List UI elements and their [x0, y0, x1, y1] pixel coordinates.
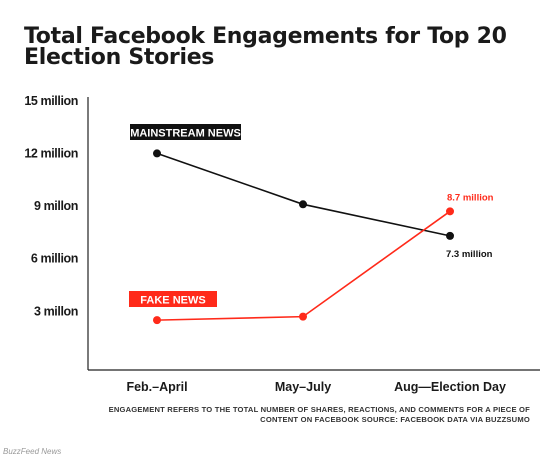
fake-news-point: [153, 316, 161, 325]
fake-end-label: 8.7 million: [447, 192, 494, 203]
mainstream-end-label: 7.3 million: [446, 249, 493, 260]
x-tick-label: May–July: [275, 380, 331, 394]
chart-title: Total Facebook Engagements for Top 20 El…: [24, 24, 507, 70]
x-axis-ticks: Feb.–April May–July Aug—Election Day: [126, 380, 506, 394]
y-tick-label: 15 million: [24, 94, 78, 108]
y-tick-label: 6 million: [31, 252, 78, 266]
y-tick-label: 9 millon: [34, 199, 78, 213]
mainstream-news-point: [299, 200, 307, 209]
mainstream-news-point: [153, 149, 161, 158]
axes: [87, 97, 540, 371]
series-points: [153, 149, 454, 325]
y-tick-label: 12 million: [24, 146, 78, 160]
x-tick-label: Feb.–April: [126, 380, 187, 394]
fake-news-point: [299, 312, 307, 321]
y-tick-label: 3 millon: [34, 304, 78, 318]
fake-news-tag: FAKE NEWS: [140, 295, 205, 307]
mainstream-news-point: [446, 231, 454, 240]
mainstream-news-line: [156, 152, 451, 237]
footnote: ENGAGEMENT REFERS TO THE TOTAL NUMBER OF…: [108, 405, 530, 424]
mainstream-news-tag: MAINSTREAM NEWS: [130, 128, 241, 140]
fake-news-point: [446, 207, 454, 216]
series-tags: MAINSTREAM NEWS FAKE NEWS: [129, 124, 241, 307]
data-labels: 7.3 million 8.7 million: [446, 192, 494, 260]
y-axis-ticks: 3 millon 6 million 9 millon 12 million 15 mi…: [24, 94, 78, 319]
fake-news-tag-box: [129, 291, 217, 307]
mainstream-news-tag-box: [130, 124, 241, 140]
source-credit: BuzzFeed News: [3, 447, 62, 456]
x-tick-label: Aug—Election Day: [394, 380, 506, 394]
